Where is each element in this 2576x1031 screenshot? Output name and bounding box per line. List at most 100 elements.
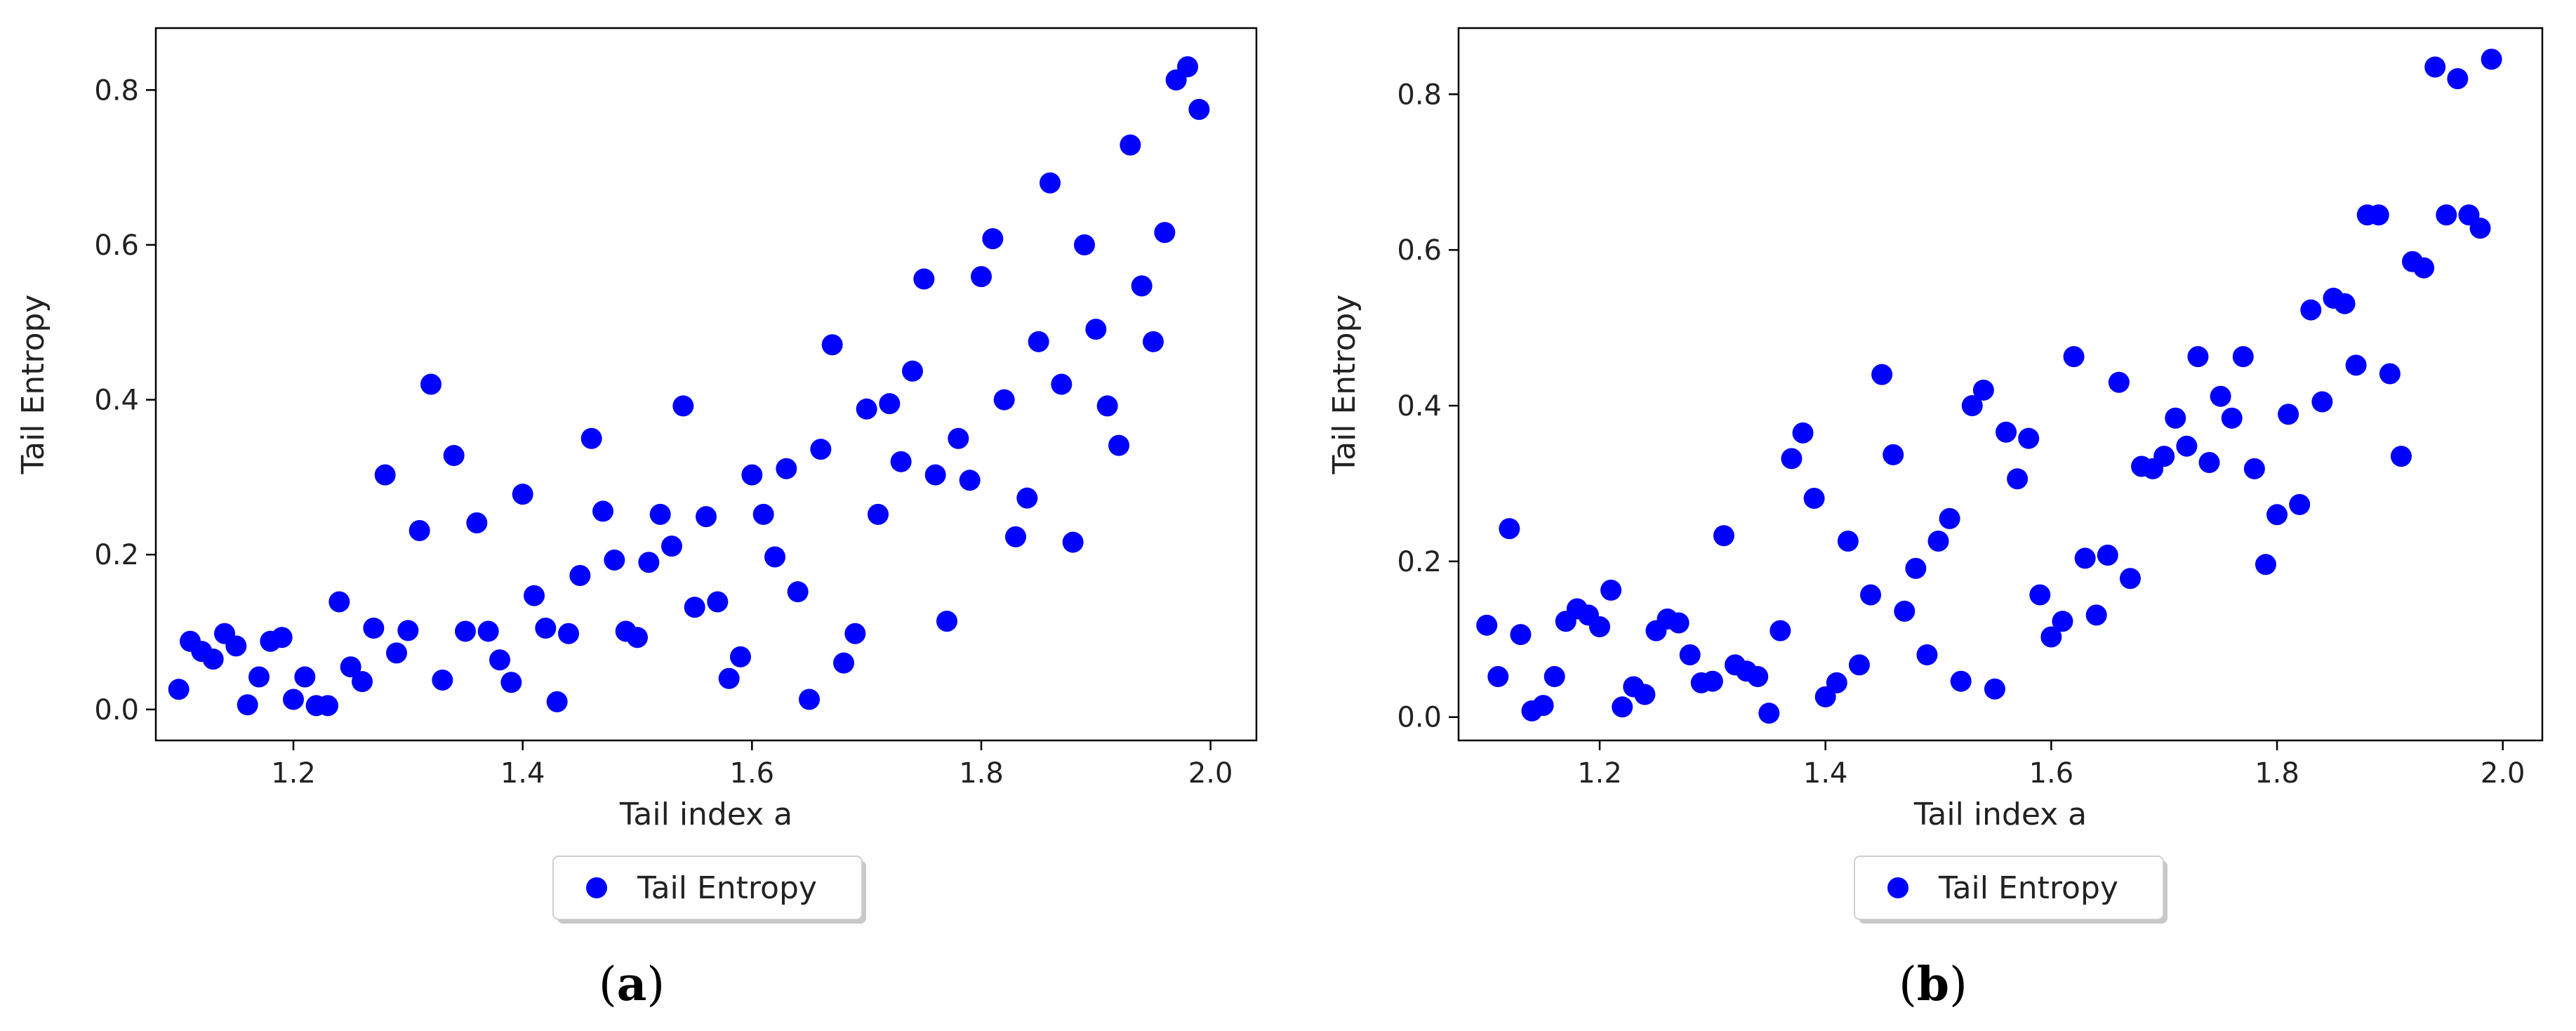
legend-label: Tail Entropy — [637, 870, 817, 906]
data-point — [1916, 644, 1938, 665]
data-point — [2436, 204, 2457, 226]
data-point — [2390, 446, 2412, 467]
data-point — [2007, 468, 2029, 490]
data-point — [2097, 544, 2118, 566]
data-point — [443, 445, 465, 466]
data-point — [1143, 331, 1164, 352]
data-point — [672, 395, 694, 417]
data-point — [397, 620, 419, 641]
data-point — [1634, 684, 1656, 705]
data-point — [1074, 234, 1095, 255]
data-point — [1781, 448, 1802, 470]
data-point — [1747, 666, 1769, 688]
data-point — [982, 228, 1004, 250]
data-point — [2413, 257, 2435, 279]
data-point — [1476, 614, 1498, 636]
data-point — [1532, 695, 1554, 717]
data-point — [1770, 620, 1791, 641]
legend-marker — [586, 877, 607, 898]
y-axis-label: Tail Entropy — [15, 295, 51, 475]
data-point — [604, 549, 625, 571]
data-point — [432, 669, 453, 691]
legend-label: Tail Entropy — [1938, 870, 2118, 906]
data-point — [1826, 672, 1847, 693]
data-point — [2029, 584, 2051, 606]
data-point — [317, 695, 338, 717]
x-tick-label: 2.0 — [2481, 757, 2525, 790]
data-point — [776, 458, 797, 479]
data-point — [294, 666, 316, 688]
data-point — [1984, 678, 2005, 700]
data-point — [1016, 487, 1038, 509]
data-point — [2300, 299, 2322, 321]
panel-caption: (b) — [1899, 957, 1967, 1011]
data-point — [2345, 354, 2367, 376]
data-point — [730, 646, 751, 667]
y-tick-label: 0.0 — [1397, 702, 1442, 734]
data-point — [1120, 134, 1141, 156]
chart-panel-a: 1.2 1.4 1.6 1.8 2.0 0.0 0.2 0.4 0.6 0.8 Tail index… — [15, 27, 1258, 1011]
data-point — [821, 334, 843, 356]
data-point — [546, 691, 568, 712]
data-point — [535, 618, 557, 639]
x-axis-label: Tail index a — [1913, 797, 2087, 832]
data-point — [1487, 666, 1509, 688]
data-point — [1972, 379, 1994, 401]
x-tick-label: 1.2 — [271, 757, 316, 790]
data-point — [1848, 654, 1870, 676]
data-point — [1028, 331, 1049, 352]
data-point — [168, 679, 190, 700]
x-tick-label: 2.0 — [1188, 757, 1233, 790]
data-point — [2469, 218, 2491, 239]
data-point — [2040, 626, 2062, 648]
data-point — [2119, 568, 2141, 590]
data-point — [1510, 624, 1532, 646]
data-point — [1860, 584, 1882, 606]
panel-caption: (a) — [599, 957, 665, 1011]
data-point — [225, 635, 247, 657]
data-point — [971, 266, 992, 288]
data-point — [844, 623, 866, 644]
x-axis-label: Tail index a — [619, 797, 792, 832]
y-tick-label: 0.4 — [1397, 390, 1442, 423]
data-point — [271, 627, 293, 648]
data-point — [707, 591, 729, 613]
data-point — [1612, 696, 1633, 718]
data-point — [1668, 612, 1689, 634]
data-point — [741, 464, 763, 486]
x-tick-label: 1.4 — [1803, 757, 1848, 790]
legend-box — [552, 856, 863, 920]
data-point — [455, 620, 476, 642]
data-point — [696, 506, 717, 528]
data-point — [993, 389, 1015, 411]
y-tick-label: 0.2 — [94, 539, 139, 571]
data-point — [580, 427, 602, 449]
data-point — [2074, 547, 2096, 569]
data-point — [1883, 444, 1904, 465]
data-point — [1905, 557, 1927, 579]
data-point — [890, 451, 912, 472]
data-point — [328, 591, 350, 613]
caption-letter: b — [1917, 957, 1949, 1011]
data-point — [2289, 493, 2311, 515]
y-tick-label: 0.6 — [1397, 234, 1442, 267]
data-point — [374, 464, 396, 486]
data-point — [1803, 488, 1825, 510]
data-point — [2052, 611, 2073, 632]
data-point — [959, 470, 981, 491]
data-point — [1589, 616, 1611, 638]
data-point — [1131, 275, 1153, 297]
data-point — [1543, 666, 1565, 688]
y-tick-label: 0.2 — [1397, 546, 1442, 578]
data-point — [924, 464, 946, 486]
y-tick-label: 0.8 — [1397, 79, 1442, 111]
data-point — [948, 427, 969, 449]
data-point — [856, 398, 877, 420]
data-point — [2243, 458, 2265, 479]
data-point — [558, 623, 579, 644]
data-point — [1188, 98, 1210, 120]
data-point — [787, 581, 809, 603]
data-point — [409, 520, 430, 542]
data-point — [512, 484, 533, 505]
